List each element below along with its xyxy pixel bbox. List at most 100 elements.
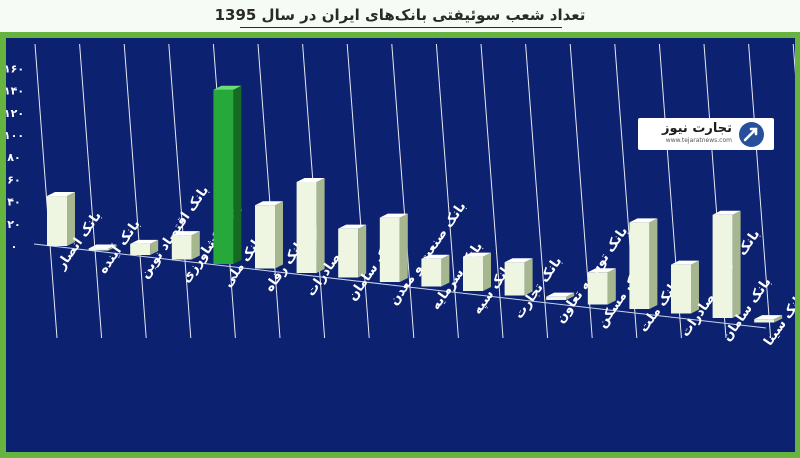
- bar-front: [338, 228, 359, 278]
- title-underline: [240, 27, 562, 28]
- bar-side: [191, 231, 200, 260]
- guide-line: [748, 43, 772, 339]
- bar-side: [566, 292, 575, 300]
- bar-side: [691, 260, 699, 314]
- bar-front: [546, 296, 567, 300]
- bar-front: [296, 181, 317, 273]
- bar-front: [379, 217, 400, 282]
- y-tick-label: ۱۲۰: [6, 107, 24, 120]
- guide-line: [257, 43, 281, 339]
- bar-front: [171, 235, 192, 260]
- bar: [338, 224, 367, 278]
- bar-top: [379, 213, 408, 218]
- bar-side: [732, 210, 741, 318]
- guide-line: [346, 43, 370, 339]
- bar-top: [338, 224, 367, 229]
- bar-front: [213, 89, 234, 264]
- bar: [629, 218, 658, 309]
- guide-line: [435, 43, 459, 339]
- bar-top: [255, 201, 283, 206]
- plot-area: ۰ ۲۰ ۴۰ ۶۰ ۸۰ ۱۰۰ ۱۲۰ ۱۴۰ ۱۶۰ بانک انصار بانک آیند…: [6, 38, 795, 452]
- bar-top: [171, 231, 200, 236]
- logo-url: www.tejaratnews.com: [665, 137, 732, 144]
- y-tick-label: ۱۰۰: [6, 129, 24, 142]
- bar-top: [504, 258, 533, 263]
- y-tick-label: ۴۰: [7, 196, 20, 209]
- bar-side: [774, 315, 783, 323]
- bar: [671, 260, 699, 314]
- bar-front: [671, 264, 691, 314]
- guide-line: [123, 43, 147, 339]
- bar: [255, 201, 283, 269]
- bar: [213, 85, 242, 264]
- bar-side: [108, 244, 117, 251]
- bar: [130, 239, 159, 255]
- bar-side: [275, 201, 283, 269]
- chart-title: تعداد شعب سوئیفتی بانک‌های ایران در سال …: [214, 6, 586, 24]
- guide-line: [168, 43, 192, 339]
- bar: [88, 244, 117, 251]
- bar-top: [213, 85, 242, 90]
- floor-line: [33, 243, 767, 329]
- guide-line: [480, 43, 504, 339]
- bar: [587, 268, 616, 305]
- bar-side: [649, 218, 658, 309]
- bar-front: [88, 248, 109, 251]
- bar-top: [421, 254, 450, 259]
- bar-top: [88, 244, 117, 249]
- bar-front: [421, 258, 442, 287]
- bar-top: [130, 239, 159, 244]
- bar: [171, 231, 200, 260]
- bar-side: [150, 239, 159, 255]
- bar: [47, 192, 75, 246]
- guide-line: [79, 43, 103, 339]
- bar: [379, 213, 408, 282]
- bar-top: [712, 210, 741, 215]
- y-tick-label: ۰: [11, 240, 18, 253]
- bar-front: [463, 256, 483, 291]
- bar-top: [629, 218, 658, 223]
- bar-front: [587, 272, 608, 305]
- bar-side: [358, 224, 367, 278]
- bar-front: [47, 196, 67, 246]
- logo-name: تجارت نیوز: [661, 121, 732, 136]
- bar-front: [629, 222, 650, 309]
- bar-top: [671, 260, 699, 265]
- y-tick-label: ۱۶۰: [6, 62, 24, 75]
- bar-side: [399, 213, 408, 282]
- bar-front: [255, 205, 275, 269]
- bar: [421, 254, 450, 287]
- title-bar: تعداد شعب سوئیفتی بانک‌های ایران در سال …: [0, 0, 800, 32]
- bar-side: [441, 254, 450, 287]
- y-tick-label: ۸۰: [7, 151, 20, 164]
- bar-side: [607, 268, 616, 305]
- bar-top: [296, 177, 325, 182]
- bar-front: [754, 319, 775, 323]
- y-tick-label: ۱۴۰: [6, 85, 24, 98]
- bar-front: [712, 214, 733, 318]
- guide-line: [34, 43, 58, 339]
- bar-top: [546, 292, 575, 297]
- tejaratnews-logo-icon: [739, 122, 764, 147]
- bar-top: [754, 315, 783, 320]
- bar: [546, 292, 575, 300]
- bar-side: [67, 192, 75, 246]
- bar-top: [587, 268, 616, 273]
- bar: [296, 177, 325, 273]
- guide-line: [525, 43, 549, 339]
- bar-top: [463, 252, 491, 257]
- bar: [754, 315, 783, 323]
- bar-top: [47, 192, 75, 197]
- y-tick-label: ۶۰: [7, 173, 20, 186]
- bar-side: [483, 252, 491, 291]
- bar: [712, 210, 741, 318]
- bar-side: [233, 85, 242, 264]
- guide-line: [391, 43, 415, 339]
- publisher-logo: تجارت نیوز www.tejaratnews.com: [638, 118, 774, 150]
- bar-side: [524, 258, 533, 296]
- bar: [504, 258, 533, 296]
- bar: [463, 252, 491, 291]
- bar-front: [130, 243, 151, 255]
- bar-front: [504, 262, 525, 296]
